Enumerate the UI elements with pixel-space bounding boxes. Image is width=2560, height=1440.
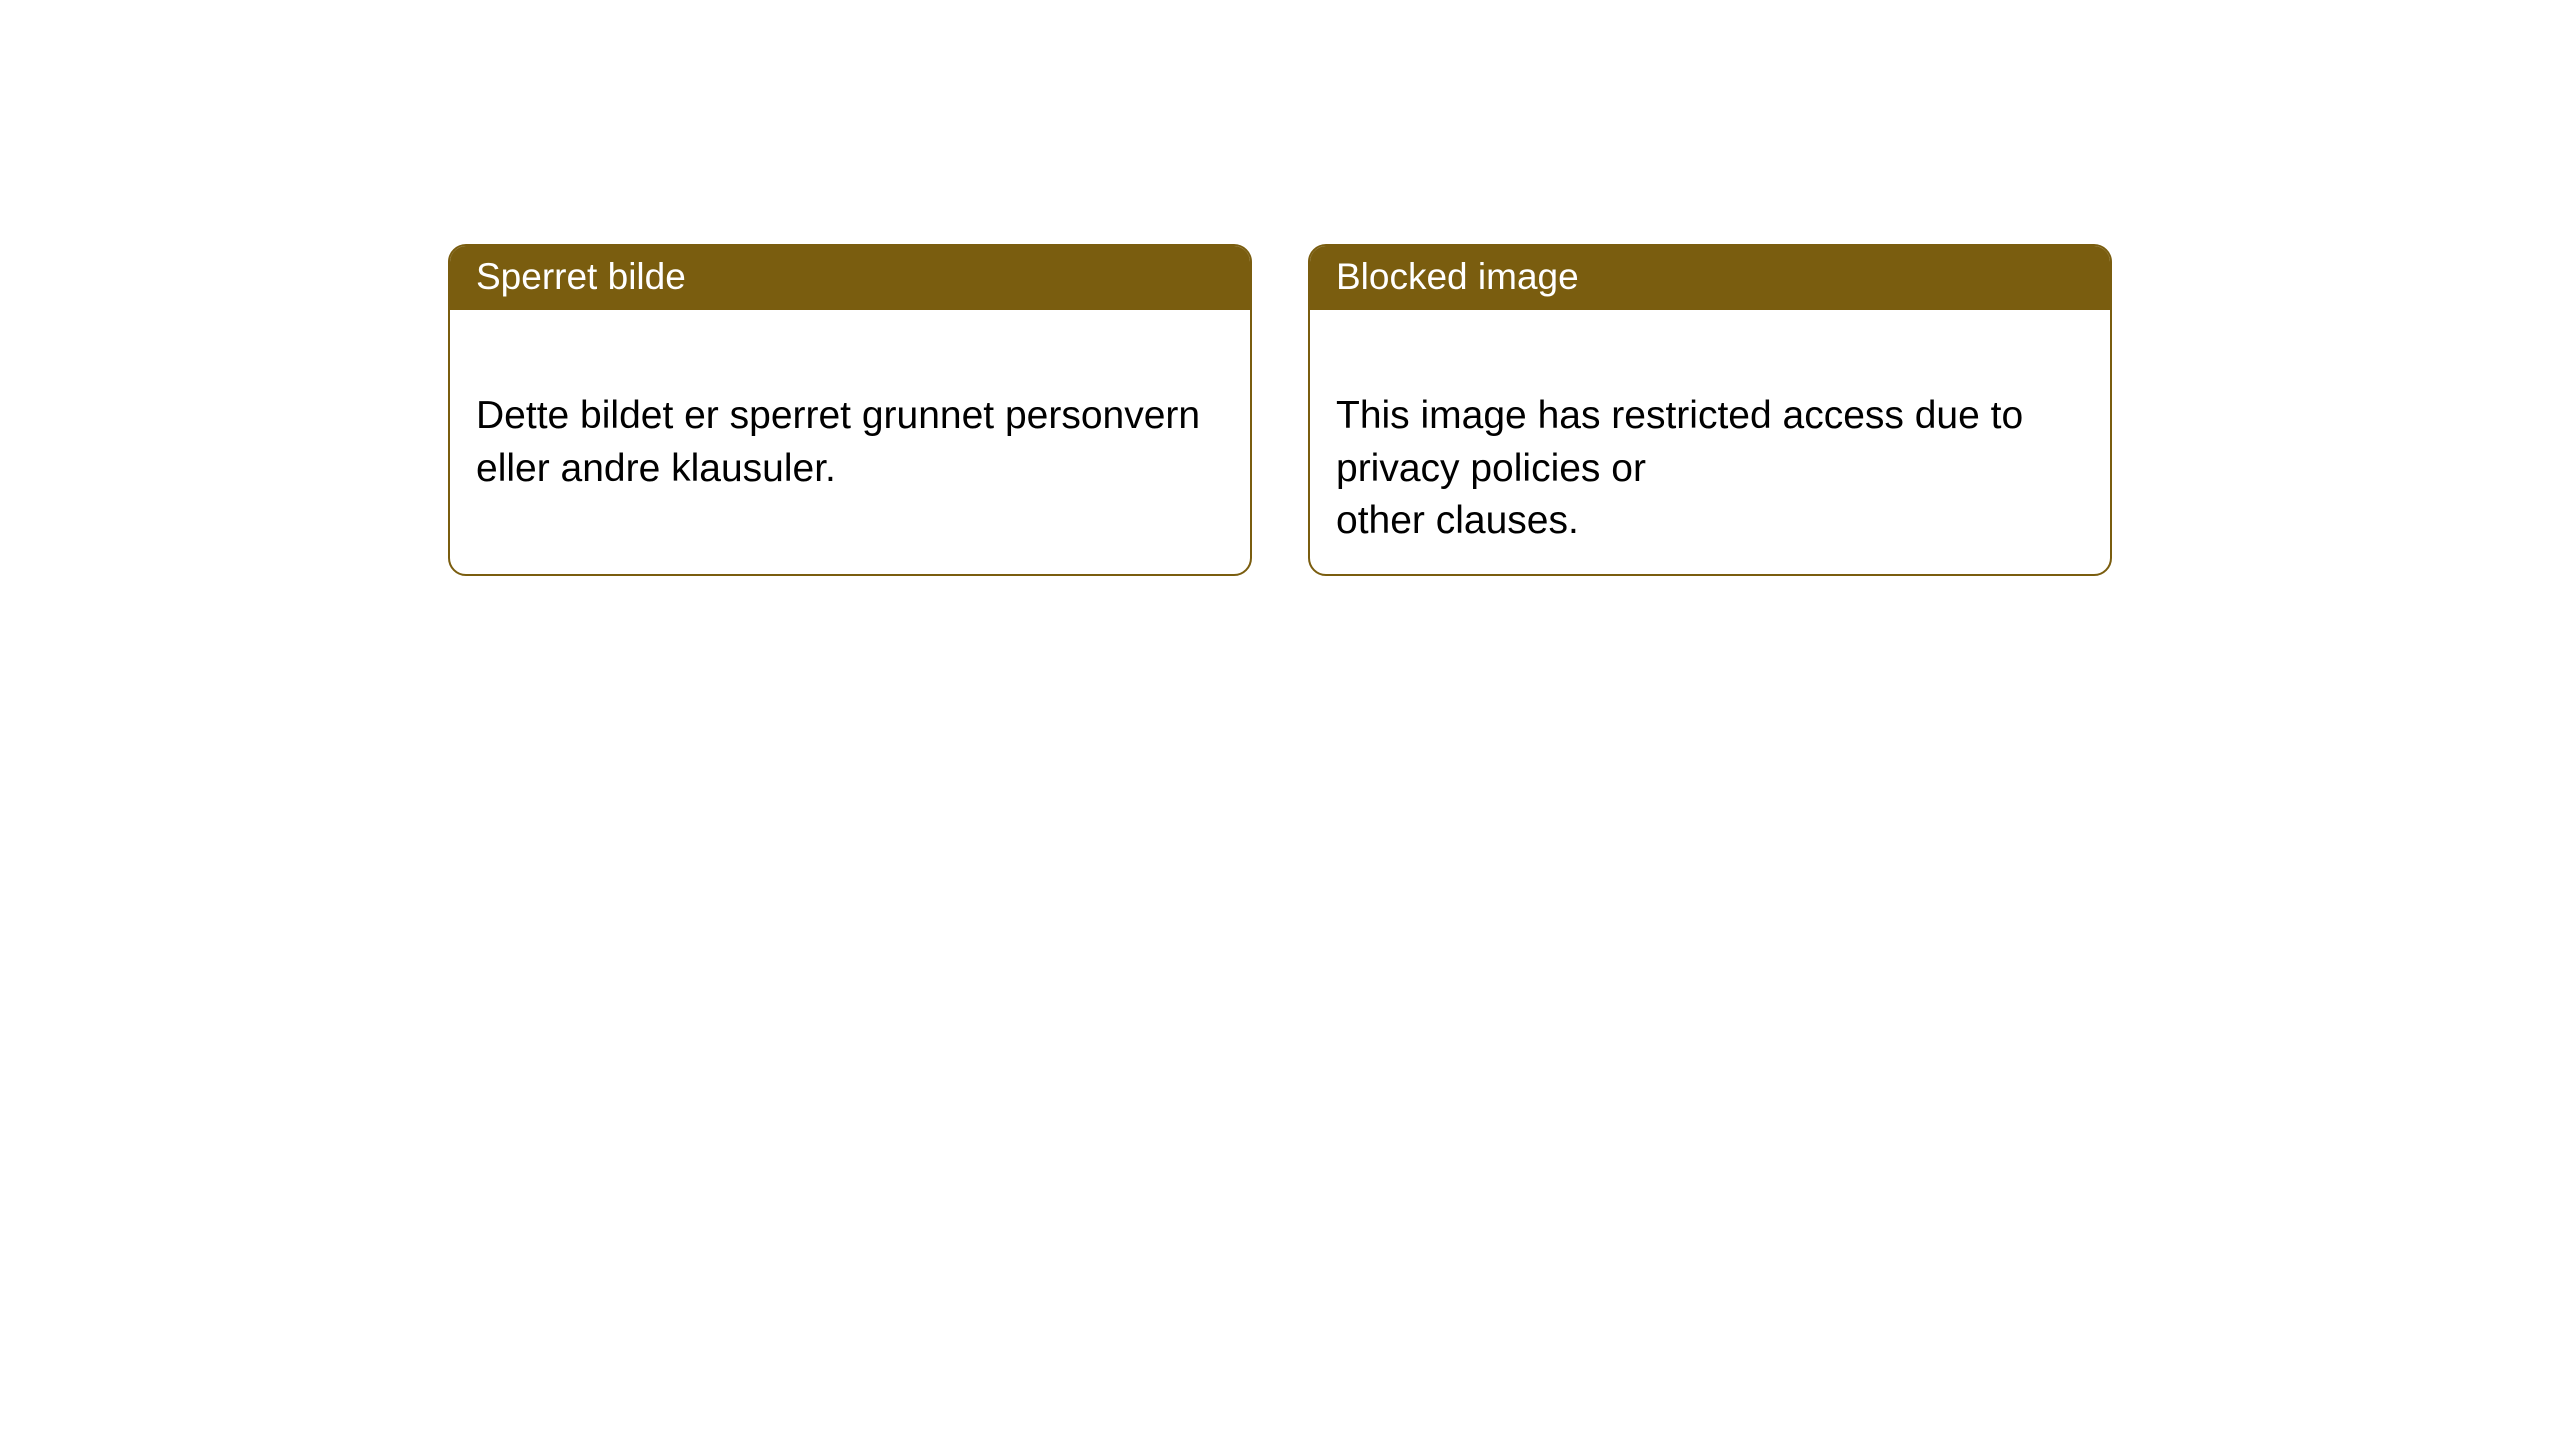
blocked-image-card-en: Blocked image This image has restricted … bbox=[1308, 244, 2112, 576]
card-title: Blocked image bbox=[1336, 256, 1579, 297]
card-title: Sperret bilde bbox=[476, 256, 686, 297]
blocked-image-card-no: Sperret bilde Dette bildet er sperret gr… bbox=[448, 244, 1252, 576]
notice-cards-row: Sperret bilde Dette bildet er sperret gr… bbox=[0, 0, 2560, 576]
card-body: This image has restricted access due to … bbox=[1310, 310, 2110, 575]
card-body-text: This image has restricted access due to … bbox=[1336, 394, 2023, 542]
card-body-text: Dette bildet er sperret grunnet personve… bbox=[476, 394, 1200, 489]
card-header: Sperret bilde bbox=[450, 246, 1250, 310]
card-body: Dette bildet er sperret grunnet personve… bbox=[450, 310, 1250, 523]
card-header: Blocked image bbox=[1310, 246, 2110, 310]
